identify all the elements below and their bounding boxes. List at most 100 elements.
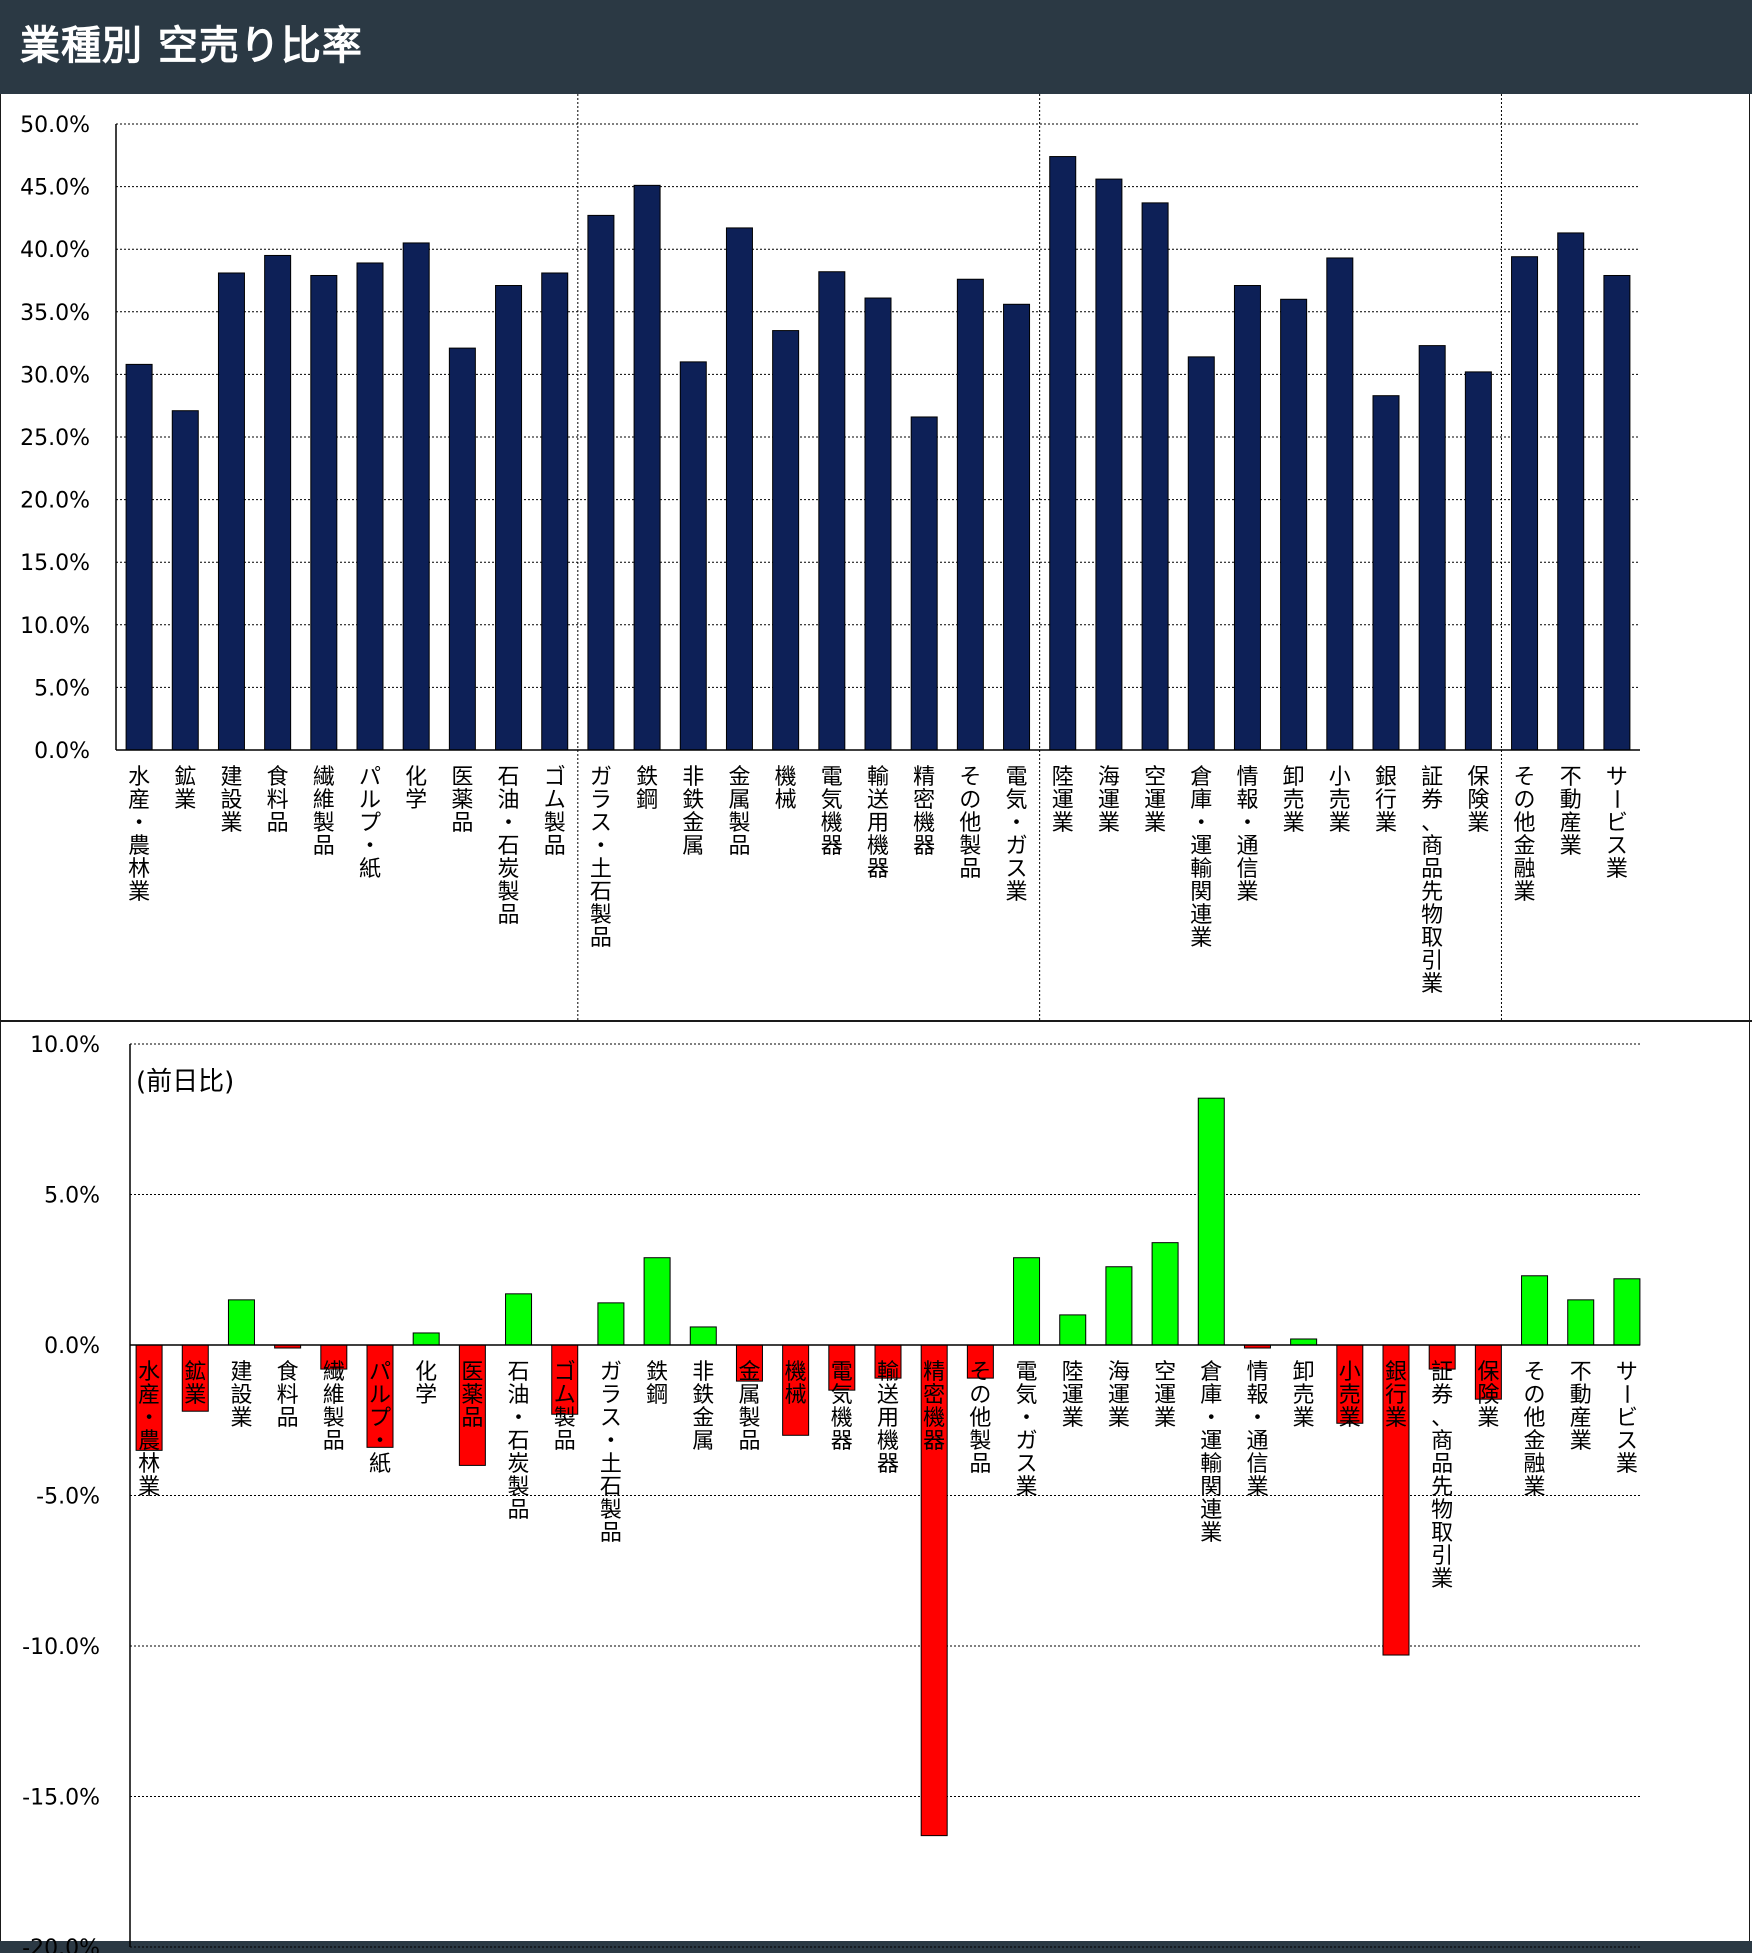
category-label-char: 料 — [267, 788, 289, 813]
category-label-char: 信 — [1236, 857, 1258, 882]
category-label: 海運業 — [1108, 1360, 1130, 1431]
category-label: 水産・農林業 — [138, 1360, 160, 1500]
bar — [735, 1344, 763, 1382]
category-label: 空運業 — [1144, 765, 1166, 836]
bar — [320, 1344, 348, 1370]
y-tick-label: 10.0% — [30, 1033, 100, 1058]
category-label-char: 小 — [1339, 1360, 1361, 1385]
category-label-char: ・ — [369, 1429, 391, 1454]
category-label-char: 輸 — [1190, 857, 1212, 882]
category-label-char: 品 — [738, 1429, 760, 1454]
category-label-char: 鉄 — [692, 1383, 714, 1408]
y-tick-label: 5.0% — [44, 1184, 100, 1209]
y-tick-label: 50.0% — [20, 113, 90, 138]
category-label-char: 産 — [1560, 811, 1582, 836]
bar — [1013, 1257, 1041, 1346]
category-label-char: 、 — [1421, 811, 1443, 836]
category-label-char: 林 — [138, 1452, 160, 1477]
category-label-char: プ — [359, 811, 381, 836]
category-label-char: ス — [1006, 857, 1028, 882]
category-label-char: 不 — [1570, 1360, 1592, 1385]
category-label-char: そ — [1524, 1360, 1546, 1385]
category-label-char: 物 — [1431, 1498, 1453, 1523]
category-label-char: 商 — [1421, 834, 1443, 859]
category-label-char: ・ — [1246, 1406, 1268, 1431]
category-label: 電気・ガス業 — [1006, 765, 1028, 905]
bar — [1059, 1314, 1087, 1346]
category-label-char: 業 — [1385, 1406, 1407, 1431]
category-label-char: 先 — [1421, 880, 1443, 905]
category-label-char: ス — [1016, 1452, 1038, 1477]
category-label-char: 器 — [821, 834, 843, 859]
category-label-char: 機 — [923, 1406, 945, 1431]
category-label-char: 油 — [508, 1383, 530, 1408]
category-label-char: 業 — [1154, 1406, 1176, 1431]
category-label-char: 業 — [1062, 1406, 1084, 1431]
category-label-char: 物 — [1421, 903, 1443, 928]
category-label-char: 小 — [1329, 765, 1351, 790]
bar — [1233, 285, 1261, 751]
category-label-char: ル — [369, 1383, 391, 1408]
category-label-char: 水 — [138, 1360, 160, 1385]
category-label-char: 品 — [508, 1498, 530, 1523]
bar — [864, 297, 892, 751]
category-label-char: 製 — [728, 811, 750, 836]
category-label-char: 用 — [877, 1406, 899, 1431]
category-label-char: 売 — [1339, 1383, 1361, 1408]
category-label-char: 海 — [1108, 1360, 1130, 1385]
category-label-char: 業 — [1339, 1406, 1361, 1431]
category-label-char: 電 — [1006, 765, 1028, 790]
category-label: 食料品 — [267, 765, 289, 836]
category-label: 水産・農林業 — [128, 765, 150, 905]
category-label-char: 鋼 — [636, 788, 658, 813]
category-label-char: 業 — [1560, 834, 1582, 859]
category-label-char: 建 — [230, 1360, 252, 1385]
category-label-char: 石 — [498, 765, 520, 790]
category-label-char: ガ — [1016, 1429, 1038, 1454]
category-label-char: ス — [600, 1406, 622, 1431]
category-label-char: ス — [1606, 834, 1628, 859]
bar — [1557, 232, 1585, 751]
bar — [828, 1344, 856, 1391]
category-label-char: ビ — [1606, 811, 1628, 836]
category-label-char: 険 — [1477, 1383, 1499, 1408]
bar — [920, 1344, 948, 1837]
category-label-char: そ — [969, 1360, 991, 1385]
bar — [551, 1344, 579, 1415]
category-label-char: 品 — [451, 811, 473, 836]
category-label: 建設業 — [220, 765, 242, 836]
category-label-char: ム — [554, 1383, 576, 1408]
category-label-char: 品 — [267, 811, 289, 836]
y-tick-label: 35.0% — [20, 301, 90, 326]
bar — [1336, 1344, 1364, 1424]
category-label-char: 他 — [959, 811, 981, 836]
category-label: 銀行業 — [1375, 765, 1397, 836]
category-label: 小売業 — [1329, 765, 1351, 836]
category-label-char: 鉄 — [682, 788, 704, 813]
category-label-char: 維 — [313, 788, 335, 813]
category-label-char: の — [1524, 1383, 1546, 1408]
category-label-char: 製 — [508, 1475, 530, 1500]
category-label-char: 密 — [913, 788, 935, 813]
category-label-char: 送 — [867, 788, 889, 813]
category-label-char: 業 — [1108, 1406, 1130, 1431]
y-tick-label: 20.0% — [20, 489, 90, 514]
category-label-char: 金 — [692, 1406, 714, 1431]
bar — [412, 1332, 440, 1346]
category-label-char: 倉 — [1200, 1360, 1222, 1385]
category-label-char: 品 — [600, 1521, 622, 1546]
page-title: 業種別 空売り比率 — [20, 23, 363, 69]
bar — [956, 278, 984, 751]
category-label-char: 銀 — [1385, 1360, 1407, 1385]
category-label-char: 輸 — [1200, 1452, 1222, 1477]
category-label-char: 製 — [600, 1498, 622, 1523]
category-label-char: 卸 — [1283, 765, 1305, 790]
